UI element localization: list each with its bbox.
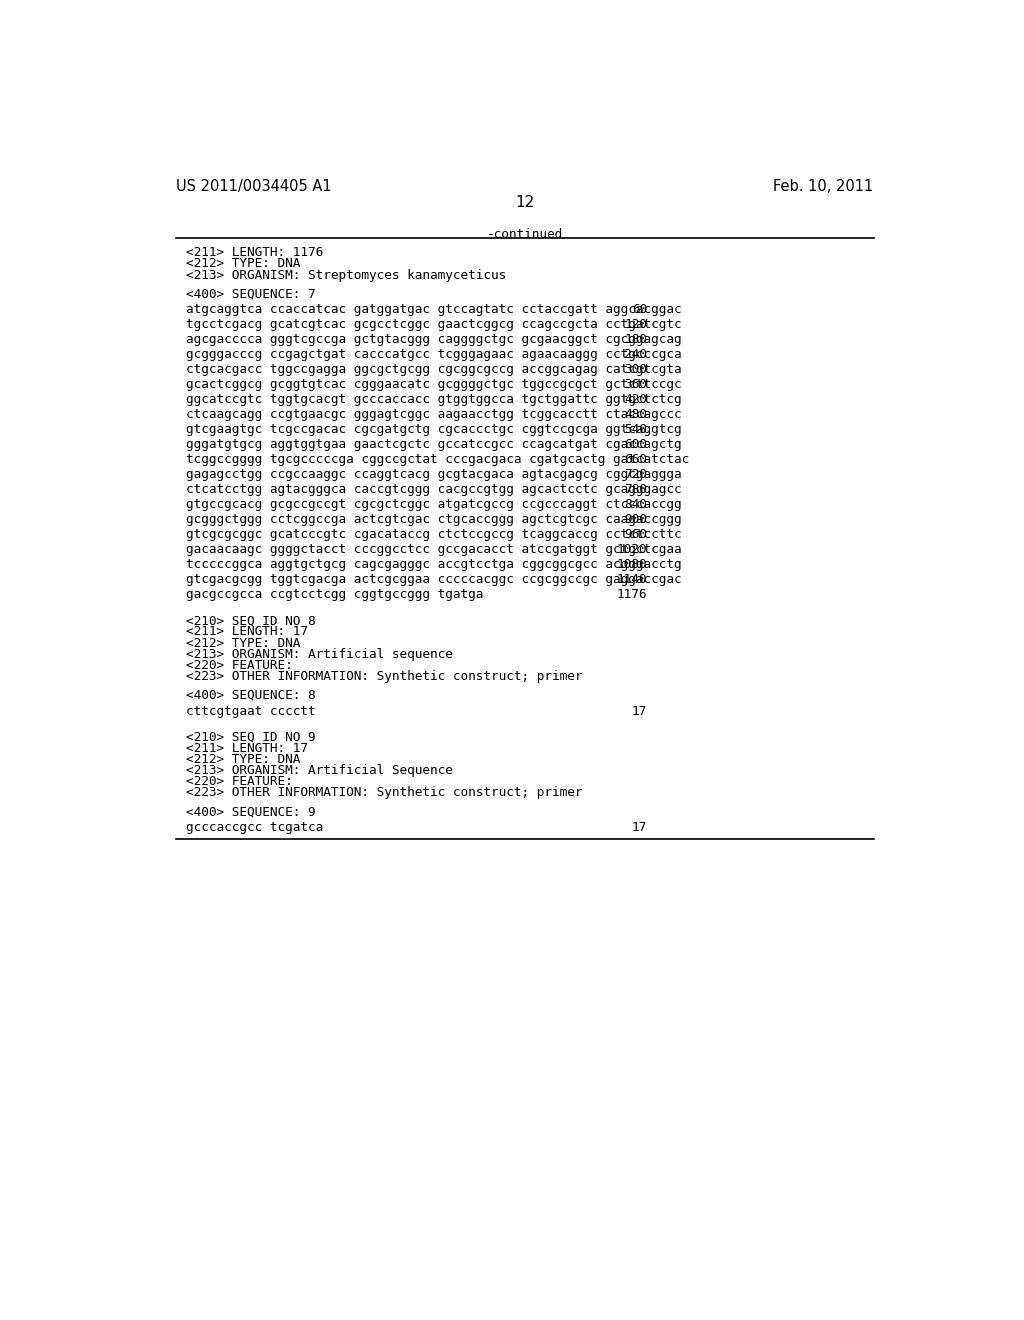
Text: agcgacccca gggtcgccga gctgtacggg caggggctgc gcgaacggct cgcggagcag: agcgacccca gggtcgccga gctgtacggg caggggc… <box>186 333 682 346</box>
Text: 12: 12 <box>515 195 535 210</box>
Text: <213> ORGANISM: Artificial sequence: <213> ORGANISM: Artificial sequence <box>186 648 453 661</box>
Text: 17: 17 <box>632 821 647 834</box>
Text: gcgggacccg ccgagctgat cacccatgcc tcgggagaac agaacaaggg cctgcccgca: gcgggacccg ccgagctgat cacccatgcc tcgggag… <box>186 348 682 362</box>
Text: gtcgacgcgg tggtcgacga actcgcggaa cccccacggc ccgcggccgc gaggaccgac: gtcgacgcgg tggtcgacga actcgcggaa cccccac… <box>186 573 682 586</box>
Text: <212> TYPE: DNA: <212> TYPE: DNA <box>186 257 300 271</box>
Text: ggcatccgtc tggtgcacgt gcccaccacc gtggtggcca tgctggattc ggtgctctcg: ggcatccgtc tggtgcacgt gcccaccacc gtggtgg… <box>186 393 682 407</box>
Text: 60: 60 <box>632 304 647 317</box>
Text: Feb. 10, 2011: Feb. 10, 2011 <box>773 180 873 194</box>
Text: 720: 720 <box>625 469 647 482</box>
Text: gtcgcgcggc gcatcccgtc cgacataccg ctctccgccg tcaggcaccg cctctccttc: gtcgcgcggc gcatcccgtc cgacataccg ctctccg… <box>186 528 682 541</box>
Text: 780: 780 <box>625 483 647 496</box>
Text: ctcaagcagg ccgtgaacgc gggagtcggc aagaacctgg tcggcacctt ctaccagccc: ctcaagcagg ccgtgaacgc gggagtcggc aagaacc… <box>186 408 682 421</box>
Text: <223> OTHER INFORMATION: Synthetic construct; primer: <223> OTHER INFORMATION: Synthetic const… <box>186 671 583 682</box>
Text: ctcatcctgg agtacgggca caccgtcggg cacgccgtgg agcactcctc gcagggagcc: ctcatcctgg agtacgggca caccgtcggg cacgccg… <box>186 483 682 496</box>
Text: <220> FEATURE:: <220> FEATURE: <box>186 775 293 788</box>
Text: <211> LENGTH: 17: <211> LENGTH: 17 <box>186 626 308 639</box>
Text: 480: 480 <box>625 408 647 421</box>
Text: 300: 300 <box>625 363 647 376</box>
Text: 600: 600 <box>625 438 647 451</box>
Text: gggatgtgcg aggtggtgaa gaactcgctc gccatccgcc ccagcatgat cgaccagctg: gggatgtgcg aggtggtgaa gaactcgctc gccatcc… <box>186 438 682 451</box>
Text: 240: 240 <box>625 348 647 362</box>
Text: tgcctcgacg gcatcgtcac gcgcctcggc gaactcggcg ccagccgcta cctgatcgtc: tgcctcgacg gcatcgtcac gcgcctcggc gaactcg… <box>186 318 682 331</box>
Text: gacgccgcca ccgtcctcgg cggtgccggg tgatga: gacgccgcca ccgtcctcgg cggtgccggg tgatga <box>186 589 483 602</box>
Text: <223> OTHER INFORMATION: Synthetic construct; primer: <223> OTHER INFORMATION: Synthetic const… <box>186 787 583 800</box>
Text: gtcgaagtgc tcgccgacac cgcgatgctg cgcaccctgc cggtccgcga ggtcaggtcg: gtcgaagtgc tcgccgacac cgcgatgctg cgcaccc… <box>186 424 682 437</box>
Text: gtgccgcacg gcgccgccgt cgcgctcggc atgatcgccg ccgcccaggt ctcccaccgg: gtgccgcacg gcgccgccgt cgcgctcggc atgatcg… <box>186 499 682 511</box>
Text: 1020: 1020 <box>616 544 647 557</box>
Text: 420: 420 <box>625 393 647 407</box>
Text: gacaacaagc ggggctacct cccggcctcc gccgacacct atccgatggt gctgctcgaa: gacaacaagc ggggctacct cccggcctcc gccgaca… <box>186 544 682 557</box>
Text: <220> FEATURE:: <220> FEATURE: <box>186 659 293 672</box>
Text: gcgggctggg cctcggccga actcgtcgac ctgcaccggg agctcgtcgc caagaccggg: gcgggctggg cctcggccga actcgtcgac ctgcacc… <box>186 513 682 527</box>
Text: gagagcctgg ccgccaaggc ccaggtcacg gcgtacgaca agtacgagcg cggcgaggga: gagagcctgg ccgccaaggc ccaggtcacg gcgtacg… <box>186 469 682 482</box>
Text: 180: 180 <box>625 333 647 346</box>
Text: <213> ORGANISM: Streptomyces kanamyceticus: <213> ORGANISM: Streptomyces kanamycetic… <box>186 268 507 281</box>
Text: <400> SEQUENCE: 7: <400> SEQUENCE: 7 <box>186 288 315 301</box>
Text: US 2011/0034405 A1: US 2011/0034405 A1 <box>176 180 332 194</box>
Text: ctgcacgacc tggccgagga ggcgctgcgg cgcggcgccg accggcagag catcgtcgta: ctgcacgacc tggccgagga ggcgctgcgg cgcggcg… <box>186 363 682 376</box>
Text: cttcgtgaat cccctt: cttcgtgaat cccctt <box>186 705 315 718</box>
Text: <211> LENGTH: 17: <211> LENGTH: 17 <box>186 742 308 755</box>
Text: 900: 900 <box>625 513 647 527</box>
Text: <400> SEQUENCE: 9: <400> SEQUENCE: 9 <box>186 805 315 818</box>
Text: 960: 960 <box>625 528 647 541</box>
Text: 660: 660 <box>625 453 647 466</box>
Text: <400> SEQUENCE: 8: <400> SEQUENCE: 8 <box>186 689 315 702</box>
Text: 1176: 1176 <box>616 589 647 602</box>
Text: 17: 17 <box>632 705 647 718</box>
Text: <210> SEQ ID NO 9: <210> SEQ ID NO 9 <box>186 730 315 743</box>
Text: <212> TYPE: DNA: <212> TYPE: DNA <box>186 636 300 649</box>
Text: 120: 120 <box>625 318 647 331</box>
Text: 1140: 1140 <box>616 573 647 586</box>
Text: <210> SEQ ID NO 8: <210> SEQ ID NO 8 <box>186 614 315 627</box>
Text: gcactcggcg gcggtgtcac cgggaacatc gcggggctgc tggccgcgct gctcttccgc: gcactcggcg gcggtgtcac cgggaacatc gcggggc… <box>186 379 682 391</box>
Text: 1080: 1080 <box>616 558 647 572</box>
Text: -continued: -continued <box>486 227 563 240</box>
Text: <212> TYPE: DNA: <212> TYPE: DNA <box>186 752 300 766</box>
Text: gcccaccgcc tcgatca: gcccaccgcc tcgatca <box>186 821 324 834</box>
Text: 840: 840 <box>625 499 647 511</box>
Text: 360: 360 <box>625 379 647 391</box>
Text: tcccccggca aggtgctgcg cagcgagggc accgtcctga cggcggcgcc acgggacctg: tcccccggca aggtgctgcg cagcgagggc accgtcc… <box>186 558 682 572</box>
Text: 540: 540 <box>625 424 647 437</box>
Text: atgcaggtca ccaccatcac gatggatgac gtccagtatc cctaccgatt aggcacggac: atgcaggtca ccaccatcac gatggatgac gtccagt… <box>186 304 682 317</box>
Text: <213> ORGANISM: Artificial Sequence: <213> ORGANISM: Artificial Sequence <box>186 764 453 777</box>
Text: <211> LENGTH: 1176: <211> LENGTH: 1176 <box>186 246 324 259</box>
Text: tcggccgggg tgcgcccccga cggccgctat cccgacgaca cgatgcactg gatcatctac: tcggccgggg tgcgcccccga cggccgctat cccgac… <box>186 453 689 466</box>
